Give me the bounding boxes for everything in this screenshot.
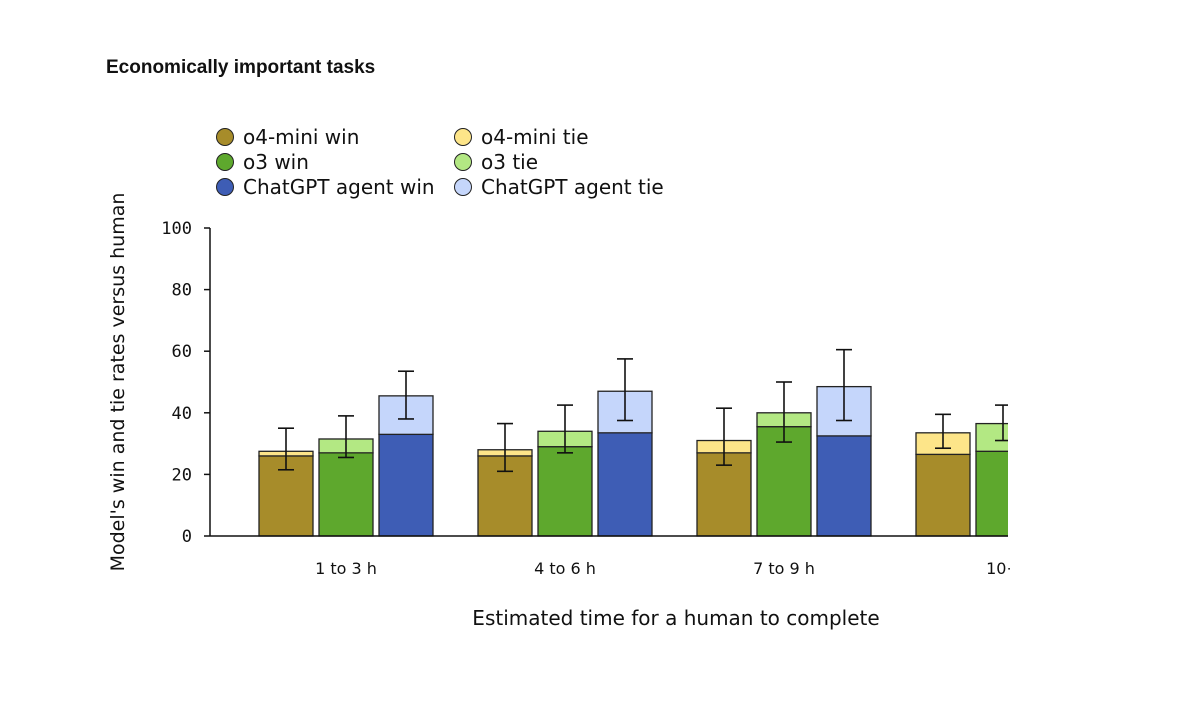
bar-win <box>915 453 971 537</box>
bar-win <box>975 450 1008 537</box>
bar-win <box>696 452 752 537</box>
bar-win <box>756 426 812 537</box>
bar-win <box>537 446 593 537</box>
legend-label: o4-mini tie <box>481 125 589 149</box>
x-axis-label: Estimated time for a human to complete <box>472 606 880 630</box>
legend-swatch <box>216 128 234 146</box>
bars-group <box>258 348 1008 537</box>
y-tick-label: 0 <box>182 527 192 547</box>
legend-item: o4-mini win <box>216 125 359 149</box>
label-clip-mask <box>1010 555 1200 585</box>
x-tick-label: 1 to 3 h <box>315 559 377 578</box>
x-tick-label: 4 to 6 h <box>534 559 596 578</box>
legend-label: ChatGPT agent tie <box>481 175 664 199</box>
legend-label: o3 tie <box>481 150 539 174</box>
bar-win <box>378 433 434 537</box>
legend-label: ChatGPT agent win <box>243 175 435 199</box>
legend-swatch <box>216 153 234 171</box>
legend-swatch <box>454 128 472 146</box>
y-tick-label: 100 <box>161 219 192 239</box>
legend-label: o3 win <box>243 150 309 174</box>
legend-item: ChatGPT agent win <box>216 175 435 199</box>
bar-win <box>597 432 653 537</box>
legend-swatch <box>454 153 472 171</box>
legend-item: ChatGPT agent tie <box>454 175 664 199</box>
legend-item: o4-mini tie <box>454 125 589 149</box>
y-tick-label: 60 <box>172 342 192 362</box>
y-tick-label: 20 <box>172 465 192 485</box>
legend-label: o4-mini win <box>243 125 360 149</box>
bar-win <box>318 452 374 537</box>
legend-swatch <box>216 178 234 196</box>
chart-title: Economically important tasks <box>106 57 376 78</box>
legend-item: o3 tie <box>454 150 538 174</box>
legend-swatch <box>454 178 472 196</box>
y-tick-label: 80 <box>172 281 192 301</box>
x-tick-label: 7 to 9 h <box>753 559 815 578</box>
y-tick-label: 40 <box>172 404 192 424</box>
legend-item: o3 win <box>216 150 309 174</box>
bar-win <box>816 435 872 537</box>
